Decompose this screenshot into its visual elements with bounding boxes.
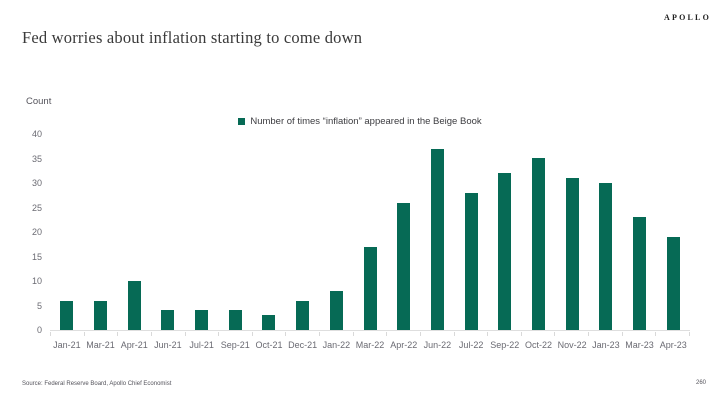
bar-slot <box>50 134 84 330</box>
source-note: Source: Federal Reserve Board, Apollo Ch… <box>22 381 172 387</box>
bar <box>464 193 478 330</box>
bar-slot <box>555 134 589 330</box>
x-tick-mark <box>83 332 118 336</box>
x-tick-label: Sep-21 <box>220 340 250 350</box>
x-tick-mark <box>285 332 319 336</box>
x-tick-mark <box>588 332 622 336</box>
y-tick-label: 10 <box>31 276 42 286</box>
bar <box>262 315 276 330</box>
bar-slot <box>218 134 252 330</box>
x-tick-mark <box>520 332 555 336</box>
y-tick-label: 20 <box>31 227 42 237</box>
bar-slot <box>589 134 623 330</box>
y-axis: 0 5 10 15 20 25 30 35 40 <box>0 129 42 335</box>
bar <box>94 301 108 330</box>
legend-swatch-icon <box>238 118 246 125</box>
bar <box>599 183 613 330</box>
bar <box>666 237 680 330</box>
bar <box>60 301 74 330</box>
page-number: 260 <box>695 380 706 386</box>
bar <box>228 310 242 330</box>
bar <box>531 158 545 330</box>
x-tick-mark <box>117 332 151 336</box>
y-tick-label: 25 <box>31 202 42 213</box>
x-tick-label: Apr-22 <box>390 340 418 350</box>
bar-slot <box>320 134 354 330</box>
bar-slot <box>522 134 556 330</box>
bar-slot <box>454 134 488 330</box>
bar-slot <box>353 134 387 330</box>
x-tick-mark <box>453 332 488 336</box>
y-tick-label: 5 <box>36 300 42 311</box>
bar-slot <box>421 134 455 330</box>
y-tick-label: 30 <box>31 178 42 188</box>
x-tick-mark <box>655 332 690 336</box>
x-tick-label: Jun-22 <box>423 340 452 350</box>
x-tick-mark <box>251 332 286 336</box>
bar-slot <box>488 134 522 330</box>
bar-slot <box>656 134 690 330</box>
chart-legend: Number of times “inflation” appeared in … <box>0 116 720 127</box>
x-tick-label: Mar-23 <box>625 340 654 350</box>
x-tick-label: Jan-21 <box>53 340 81 350</box>
bar <box>195 310 209 330</box>
y-tick-label: 40 <box>31 129 42 139</box>
x-tick-mark <box>319 332 353 336</box>
x-tick-label: Mar-22 <box>355 340 385 350</box>
x-tick-label: Jul-21 <box>189 340 214 350</box>
bar-slot <box>623 134 657 330</box>
x-axis-ticks <box>50 332 690 336</box>
x-tick-label: Dec-21 <box>288 340 318 350</box>
legend-label: Number of times “inflation” appeared in … <box>250 116 482 127</box>
x-tick-label: Oct-22 <box>524 340 552 350</box>
x-tick-label: Jul-22 <box>458 340 484 350</box>
bar <box>296 301 310 330</box>
x-tick-mark <box>184 332 219 336</box>
y-tick-label: 0 <box>36 325 42 335</box>
x-tick-label: Jun-21 <box>154 340 182 350</box>
bar <box>633 217 647 330</box>
bar-slot <box>84 134 118 330</box>
x-tick-mark <box>386 332 420 336</box>
y-axis-unit-label: Count <box>26 96 52 107</box>
x-tick-mark <box>554 332 588 336</box>
bars-row <box>50 134 690 330</box>
bar <box>161 310 175 330</box>
x-tick-label: Sep-22 <box>490 340 520 350</box>
bar <box>565 178 579 330</box>
x-tick-mark <box>50 332 84 336</box>
plot-area <box>50 135 690 331</box>
x-tick-mark <box>419 332 454 336</box>
page-title: Fed worries about inflation starting to … <box>22 28 363 47</box>
bar-slot <box>387 134 421 330</box>
x-tick-mark <box>487 332 521 336</box>
y-tick-label: 35 <box>31 153 42 164</box>
x-tick-label: Mar-21 <box>86 340 115 350</box>
x-tick-label: Oct-21 <box>255 340 283 350</box>
y-tick-label: 15 <box>31 251 42 262</box>
x-tick-label: Apr-23 <box>659 340 687 350</box>
x-tick-label: Jan-23 <box>592 340 620 350</box>
bar <box>127 281 141 330</box>
apollo-logo: APOLLO <box>664 13 711 22</box>
bar-slot <box>286 134 320 330</box>
x-tick-mark <box>352 332 387 336</box>
x-axis-labels: Jan-21 Mar-21 Apr-21 Jun-21 Jul-21 Sep-21 Oct-… <box>50 340 690 350</box>
x-tick-label: Jan-22 <box>322 340 351 350</box>
bar <box>397 203 411 330</box>
x-tick-mark <box>150 332 185 336</box>
x-tick-mark <box>621 332 656 336</box>
bar <box>363 247 377 330</box>
bar <box>329 291 343 330</box>
bar-slot <box>117 134 151 330</box>
bar-slot <box>185 134 219 330</box>
bar <box>430 149 444 330</box>
bar-slot <box>252 134 286 330</box>
bar-slot <box>151 134 185 330</box>
x-tick-label: Apr-21 <box>120 340 148 350</box>
x-tick-label: Nov-22 <box>557 340 587 350</box>
x-tick-mark <box>218 332 252 336</box>
bar <box>498 173 512 330</box>
